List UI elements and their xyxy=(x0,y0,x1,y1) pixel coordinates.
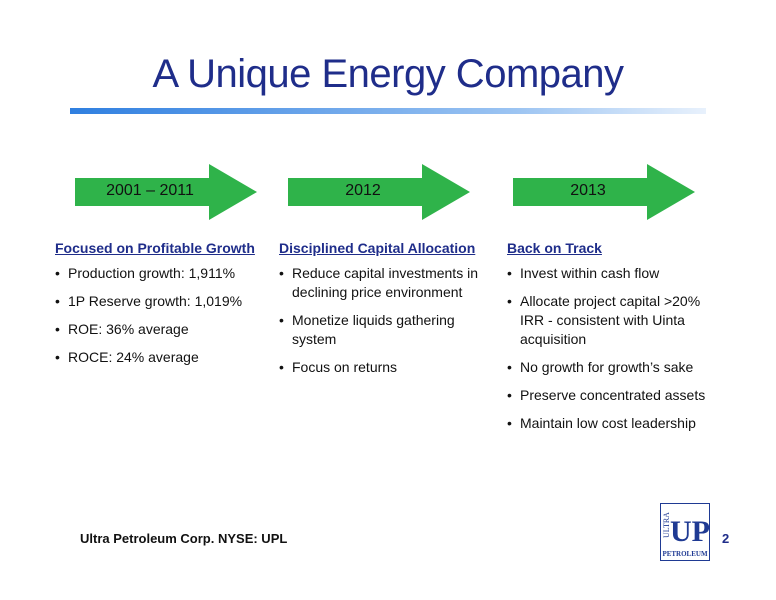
bullet-list: Reduce capital investments in declining … xyxy=(279,264,494,377)
footer-company: Ultra Petroleum Corp. NYSE: UPL xyxy=(80,531,288,546)
column: Disciplined Capital Allocation Reduce cap… xyxy=(279,240,494,386)
column-heading: Focused on Profitable Growth xyxy=(55,240,255,256)
column: Focused on Profitable Growth Production g… xyxy=(55,240,280,376)
bullet: 1P Reserve growth: 1,019% xyxy=(55,292,280,311)
slide-title: A Unique Energy Company xyxy=(152,52,625,96)
bullet: No growth for growth’s sake xyxy=(507,358,722,377)
logo-side: ULTRA xyxy=(662,512,671,538)
logo: ULTRA UP PETROLEUM xyxy=(660,503,710,561)
bullet: Invest within cash flow xyxy=(507,264,722,283)
bullet: Reduce capital investments in declining … xyxy=(279,264,494,302)
bullet-list: Production growth: 1,911% 1P Reserve grow… xyxy=(55,264,280,367)
arrow-shape xyxy=(513,164,695,220)
bullet: Focus on returns xyxy=(279,358,494,377)
bullet: Monetize liquids gathering system xyxy=(279,311,494,349)
period-label: 2012 xyxy=(345,182,381,199)
bullet: Production growth: 1,911% xyxy=(55,264,280,283)
column: Back on Track Invest within cash flow Allo… xyxy=(507,240,722,442)
page-number: 2 xyxy=(722,531,730,546)
arrow-shape xyxy=(75,164,257,220)
bullet: ROCE: 24% average xyxy=(55,348,280,367)
period-arrow: 2013 xyxy=(513,164,695,220)
period-label: 2013 xyxy=(570,182,606,199)
logo-bottom: PETROLEUM xyxy=(662,550,708,558)
bullet: ROE: 36% average xyxy=(55,320,280,339)
logo-mark: UP xyxy=(670,515,710,548)
bullet-list: Invest within cash flow Allocate project … xyxy=(507,264,722,433)
period-arrow: 2012 xyxy=(288,164,470,220)
arrow-shape xyxy=(288,164,470,220)
column-heading: Back on Track xyxy=(507,240,602,256)
title-rule xyxy=(70,108,706,114)
period-label: 2001 – 2011 xyxy=(106,182,194,199)
bullet: Preserve concentrated assets xyxy=(507,386,722,405)
period-arrow: 2001 – 2011 xyxy=(75,164,257,220)
column-heading: Disciplined Capital Allocation xyxy=(279,240,476,256)
bullet: Maintain low cost leadership xyxy=(507,414,722,433)
bullet: Allocate project capital >20% IRR - cons… xyxy=(507,292,722,349)
